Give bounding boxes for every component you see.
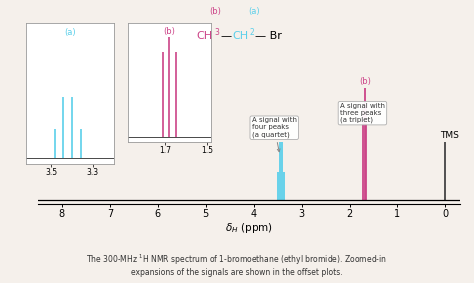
- Text: (a): (a): [248, 7, 259, 16]
- Text: (a): (a): [64, 28, 76, 37]
- Text: 2: 2: [250, 28, 255, 37]
- Text: (a): (a): [276, 128, 287, 138]
- Text: CH: CH: [197, 31, 213, 41]
- Text: — Br: — Br: [255, 31, 282, 41]
- Text: A signal with
three peaks
(a triplet): A signal with three peaks (a triplet): [340, 103, 385, 123]
- Text: (b): (b): [210, 7, 222, 16]
- Text: CH: CH: [232, 31, 248, 41]
- X-axis label: $\delta_H$ (ppm): $\delta_H$ (ppm): [225, 221, 273, 235]
- Text: 3: 3: [215, 28, 219, 37]
- Text: (b): (b): [359, 77, 371, 86]
- Text: TMS: TMS: [440, 131, 458, 140]
- Text: —: —: [220, 31, 231, 41]
- Text: The 300-MHz $^1$H NMR spectrum of 1-bromoethane (ethyl bromide). Zoomed-in
expan: The 300-MHz $^1$H NMR spectrum of 1-brom…: [86, 252, 388, 277]
- Text: A signal with
four peaks
(a quartet): A signal with four peaks (a quartet): [252, 117, 297, 152]
- Text: (b): (b): [164, 27, 175, 37]
